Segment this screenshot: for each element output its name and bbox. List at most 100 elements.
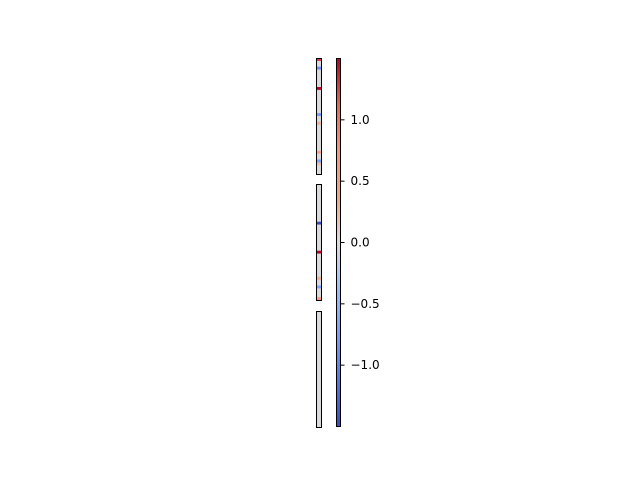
heatmap-cell bbox=[316, 204, 321, 208]
heatmap-cell bbox=[316, 233, 321, 237]
heatmap-cell bbox=[316, 392, 321, 396]
heatmap-cell bbox=[316, 66, 321, 70]
heatmap-cell bbox=[316, 285, 321, 289]
heatmap-cell bbox=[316, 331, 321, 335]
heatmap-cell bbox=[316, 374, 321, 378]
heatmap-panel-middle bbox=[316, 184, 322, 301]
heatmap-cell bbox=[316, 256, 321, 260]
heatmap-cell bbox=[316, 124, 321, 128]
heatmap-cell bbox=[316, 265, 321, 269]
heatmap-cell bbox=[316, 58, 321, 62]
heatmap-cell bbox=[316, 81, 321, 85]
heatmap-cell bbox=[316, 348, 321, 352]
heatmap-cell bbox=[316, 156, 321, 160]
heatmap-cell bbox=[316, 110, 321, 114]
heatmap-cell bbox=[316, 207, 321, 211]
heatmap-cell bbox=[316, 239, 321, 243]
heatmap-cell bbox=[316, 78, 321, 82]
heatmap-cell bbox=[316, 87, 321, 91]
heatmap-cell bbox=[316, 345, 321, 349]
heatmap-cell bbox=[316, 262, 321, 266]
heatmap-cell bbox=[316, 366, 321, 370]
colorbar-ticks: −1.0 −0.5 0.0 0.5 1.0 bbox=[340, 113, 380, 372]
heatmap-cell bbox=[316, 130, 321, 134]
heatmap-cell bbox=[316, 342, 321, 347]
heatmap-cell bbox=[316, 389, 321, 393]
heatmap-cell bbox=[316, 147, 321, 152]
heatmap-cell bbox=[316, 400, 321, 405]
heatmap-cell bbox=[316, 230, 321, 234]
heatmap-cell bbox=[316, 192, 321, 196]
heatmap-cell bbox=[316, 142, 321, 146]
colorbar-tick-label: 1.0 bbox=[351, 113, 370, 127]
heatmap-cell bbox=[316, 72, 321, 76]
heatmap-cell bbox=[316, 168, 321, 172]
heatmap-cell bbox=[316, 118, 321, 123]
heatmap-cell bbox=[316, 409, 321, 413]
heatmap-cell bbox=[316, 218, 321, 222]
heatmap-cell bbox=[316, 424, 321, 428]
heatmap-cell bbox=[316, 319, 321, 323]
heatmap-panel-bottom bbox=[316, 311, 322, 428]
heatmap-cell bbox=[316, 383, 321, 387]
heatmap-cell bbox=[316, 311, 321, 315]
heatmap-cell bbox=[316, 213, 321, 217]
heatmap-cell bbox=[316, 279, 321, 283]
colorbar: −1.0 −0.5 0.0 0.5 1.0 bbox=[336, 58, 380, 427]
heatmap-panel-frame bbox=[316, 58, 322, 175]
colorbar-tick-label: 0.0 bbox=[351, 236, 370, 250]
heatmap-cell bbox=[316, 357, 321, 361]
heatmap-cell bbox=[316, 75, 321, 79]
heatmap-cell bbox=[316, 395, 321, 399]
heatmap-cell bbox=[316, 221, 321, 225]
heatmap-cell bbox=[316, 351, 321, 355]
colorbar-tick-label: −1.0 bbox=[351, 358, 380, 372]
heatmap-cell bbox=[316, 139, 321, 143]
heatmap-cell bbox=[316, 421, 321, 425]
heatmap-cell bbox=[316, 253, 321, 257]
heatmap-cell bbox=[316, 325, 321, 329]
heatmap-cell bbox=[316, 360, 321, 364]
heatmap-cell bbox=[316, 136, 321, 140]
heatmap-cell bbox=[316, 150, 321, 154]
heatmap-cell bbox=[316, 271, 321, 275]
heatmap-cell bbox=[316, 224, 321, 228]
heatmap-cell bbox=[316, 189, 321, 193]
heatmap-cell bbox=[316, 337, 321, 341]
heatmap-cell bbox=[316, 145, 321, 149]
heatmap-cell bbox=[316, 98, 321, 102]
heatmap-cell bbox=[316, 195, 321, 199]
heatmap-cell bbox=[316, 380, 321, 384]
heatmap-cell bbox=[316, 242, 321, 246]
heatmap-cell bbox=[316, 186, 321, 191]
heatmap-cell bbox=[316, 113, 321, 117]
heatmap-cell bbox=[316, 316, 321, 320]
heatmap-cell bbox=[316, 363, 321, 367]
heatmap-cell bbox=[316, 259, 321, 263]
heatmap-cell bbox=[316, 282, 321, 286]
colorbar-gradient bbox=[336, 58, 341, 427]
heatmap-cell bbox=[316, 92, 321, 96]
heatmap-panel-frame bbox=[316, 311, 322, 428]
heatmap-cell bbox=[316, 210, 321, 214]
heatmap-cell bbox=[316, 69, 321, 73]
heatmap-cell bbox=[316, 201, 321, 205]
heatmap-cell bbox=[316, 127, 321, 131]
heatmap-cell bbox=[316, 369, 321, 373]
heatmap-cell bbox=[316, 244, 321, 249]
heatmap-cell bbox=[316, 162, 321, 166]
heatmap-cell bbox=[316, 215, 321, 220]
heatmap-cell bbox=[316, 334, 321, 338]
heatmap-cell bbox=[316, 288, 321, 292]
heatmap-cell bbox=[316, 171, 321, 175]
heatmap-cell bbox=[316, 116, 321, 120]
heatmap-cell bbox=[316, 313, 321, 318]
heatmap-cell bbox=[316, 418, 321, 422]
heatmap-cell bbox=[316, 227, 321, 231]
heatmap-cell bbox=[316, 377, 321, 381]
heatmap-cell bbox=[316, 247, 321, 251]
heatmap-cell bbox=[316, 268, 321, 272]
heatmap-cell bbox=[316, 354, 321, 358]
heatmap-cell bbox=[316, 250, 321, 254]
heatmap-cell bbox=[316, 322, 321, 326]
